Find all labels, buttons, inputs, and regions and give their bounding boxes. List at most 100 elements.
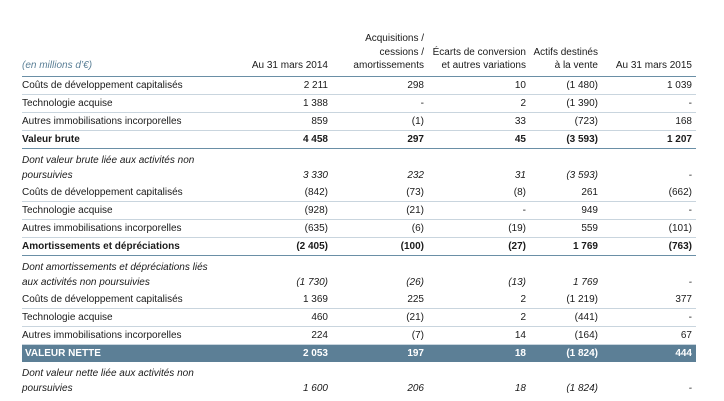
value-held-for-sale: (3 593) — [530, 130, 602, 149]
intangible-assets-table-container: (en millions d’€) Au 31 mars 2014 Acquis… — [22, 0, 696, 397]
value-mar-2014: 2 053 — [218, 344, 332, 362]
table-row: Coûts de développement capitalisés 1 369 2… — [22, 290, 696, 309]
value-acquisitions: (73) — [332, 183, 428, 202]
value-held-for-sale: 949 — [530, 201, 602, 220]
value-mar-2015: 168 — [602, 112, 696, 131]
row-label: Autres immobilisations incorporelles — [22, 219, 218, 238]
value-mar-2015: - — [602, 201, 696, 220]
value-conversion: 33 — [428, 112, 530, 131]
value-held-for-sale: 1 769 — [530, 237, 602, 256]
value-mar-2015: (101) — [602, 219, 696, 238]
value-mar-2015: 377 — [602, 290, 696, 309]
table-row: Dont valeur brute liée aux activités non… — [22, 148, 696, 184]
value-conversion: (13) — [508, 276, 526, 288]
value-mar-2015: 1 039 — [602, 76, 696, 95]
value-acquisitions: (7) — [332, 326, 428, 345]
value-acquisitions: (21) — [332, 308, 428, 327]
table-row: Technologie acquise 1 388-2 (1 390) - — [22, 94, 696, 113]
value-mar-2014: 859 — [218, 112, 332, 131]
header-mar-2014: Au 31 mars 2014 — [218, 0, 332, 77]
value-mar-2014: (928) — [218, 201, 332, 220]
value-conversion: 45 — [428, 130, 530, 149]
value-conversion: 31 — [514, 169, 526, 181]
value-mar-2015: 67 — [602, 326, 696, 345]
row-label: Dont valeur brute liée aux activités non… — [22, 154, 195, 181]
table-row: Autres immobilisations incorporelles 859(… — [22, 112, 696, 131]
value-held-for-sale: (164) — [530, 326, 602, 345]
intangible-assets-table: (en millions d’€) Au 31 mars 2014 Acquis… — [22, 0, 696, 397]
value-mar-2014: 4 458 — [218, 130, 332, 149]
row-label: Coûts de développement capitalisés — [22, 76, 218, 95]
value-conversion: (19) — [428, 219, 530, 238]
row-label: Amortissements et dépréciations — [22, 237, 218, 256]
table-row: Technologie acquise (928) (21) -949- — [22, 201, 696, 220]
value-conversion: - — [428, 201, 530, 220]
row-label: Dont amortissements et dépréciations lié… — [22, 261, 208, 288]
table-row: VALEUR NETTE 2 053 197 18 (1 824) 444 — [22, 344, 696, 362]
row-label: Coûts de développement capitalisés — [22, 183, 218, 202]
value-mar-2014: 1 600 — [302, 382, 328, 394]
value-mar-2014: (1 730) — [296, 276, 328, 288]
row-label: Autres immobilisations incorporelles — [22, 112, 218, 131]
row-label: Technologie acquise — [22, 94, 218, 113]
value-acquisitions: 298 — [332, 76, 428, 95]
table-row: Dont valeur nette liée aux activités non… — [22, 362, 696, 397]
value-held-for-sale: (441) — [530, 308, 602, 327]
row-label: Technologie acquise — [22, 201, 218, 220]
row-label: Valeur brute — [22, 130, 218, 149]
value-conversion: 10 — [428, 76, 530, 95]
value-acquisitions: - — [332, 94, 428, 113]
value-mar-2015: - — [688, 382, 692, 394]
value-acquisitions: (100) — [332, 237, 428, 256]
value-mar-2015: - — [688, 169, 692, 181]
value-acquisitions: (1) — [332, 112, 428, 131]
value-mar-2015: 444 — [602, 344, 696, 362]
value-mar-2015: 1 207 — [602, 130, 696, 149]
value-mar-2014: (842) — [218, 183, 332, 202]
row-label: Coûts de développement capitalisés — [22, 290, 218, 309]
value-mar-2015: - — [688, 276, 692, 288]
value-mar-2015: - — [602, 308, 696, 327]
value-conversion: 18 — [428, 344, 530, 362]
value-held-for-sale: 261 — [530, 183, 602, 202]
table-row: Autres immobilisations incorporelles (635… — [22, 219, 696, 238]
header-row: (en millions d’€) Au 31 mars 2014 Acquis… — [22, 0, 696, 77]
value-held-for-sale: (1 219) — [530, 290, 602, 309]
value-acquisitions: (6) — [332, 219, 428, 238]
value-acquisitions: 206 — [407, 382, 424, 394]
value-mar-2014: (2 405) — [218, 237, 332, 256]
value-held-for-sale: 559 — [530, 219, 602, 238]
value-acquisitions: (26) — [406, 276, 424, 288]
row-label: Autres immobilisations incorporelles — [22, 326, 218, 345]
value-mar-2014: 2 211 — [218, 76, 332, 95]
value-conversion: 2 — [428, 308, 530, 327]
value-mar-2014: 1 388 — [218, 94, 332, 113]
value-held-for-sale: (1 824) — [530, 344, 602, 362]
value-mar-2014: 1 369 — [218, 290, 332, 309]
value-conversion: 18 — [514, 382, 526, 394]
value-acquisitions: 232 — [407, 169, 424, 181]
value-mar-2014: 224 — [218, 326, 332, 345]
value-held-for-sale: (1 480) — [530, 76, 602, 95]
value-held-for-sale: (3 593) — [566, 169, 598, 181]
value-held-for-sale: (1 390) — [530, 94, 602, 113]
value-conversion: 2 — [428, 290, 530, 309]
header-acquisitions: Acquisitions / cessions / amortissements — [332, 0, 428, 77]
value-held-for-sale: (723) — [530, 112, 602, 131]
row-label: VALEUR NETTE — [22, 344, 218, 362]
value-conversion: (27) — [428, 237, 530, 256]
header-unit: (en millions d’€) — [22, 0, 218, 77]
value-mar-2015: (763) — [602, 237, 696, 256]
value-held-for-sale: 1 769 — [572, 276, 598, 288]
header-conversion: Écarts de conversion et autres variation… — [428, 0, 530, 77]
value-conversion: 14 — [428, 326, 530, 345]
value-acquisitions: 225 — [332, 290, 428, 309]
value-mar-2014: 3 330 — [302, 169, 328, 181]
table-row: Autres immobilisations incorporelles 224(… — [22, 326, 696, 345]
table-row: Amortissements et dépréciations (2 405) (1… — [22, 237, 696, 256]
header-held-for-sale: Actifs destinés à la vente — [530, 0, 602, 77]
value-mar-2015: - — [602, 94, 696, 113]
value-conversion: 2 — [428, 94, 530, 113]
table-row: Technologie acquise 460 (21) 2 (441) - — [22, 308, 696, 327]
table-row: Coûts de développement capitalisés 2 211 2… — [22, 76, 696, 95]
